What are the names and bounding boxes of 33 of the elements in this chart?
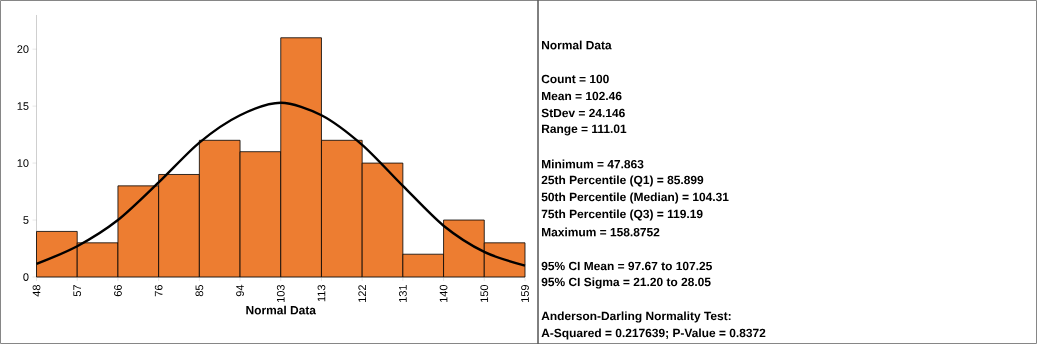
text: 25th Percentile (Q1) = 85.899 [541,175,704,187]
text: Normal Data [542,40,612,50]
text: Range = 111.01 [542,124,627,136]
x-tick-label: 159 [521,285,529,302]
text: Count = 100 [541,74,609,84]
x-tick-label: 150 [480,284,489,302]
text: 75th Percentile (Q3) = 119.19 [541,209,703,221]
x-tick-label: 113 [317,285,326,302]
y-tick-label: 10 [17,159,29,167]
x-tick-label: 66 [114,285,122,297]
x-tick-label: 131 [398,285,407,302]
x-tick-label: 94 [236,284,244,297]
text: Maximum = 158.8752 [542,227,660,237]
x-tick-label: 76 [154,285,163,297]
text: Mean = 102.46 [542,91,622,101]
text: Minimum = 47.863 [542,159,644,169]
x-tick-label: 103 [276,285,285,302]
x-axis-title: Normal Data [246,305,317,315]
y-tick-label: 20 [17,45,29,54]
y-tick-label: 5 [23,216,29,224]
text: A-Squared = 0.217639; P-Value = 0.8372 [541,328,766,340]
x-tick-label: 48 [32,285,41,297]
text: 50th Percentile (Median) = 104.31 [541,192,729,204]
y-tick-label: 15 [17,102,29,110]
x-tick-label: 140 [439,284,448,302]
text: Anderson-Darling Normality Test: [541,311,731,323]
x-tick-label: 57 [73,285,82,297]
y-tick-label: 0 [23,273,29,281]
x-tick-label: 85 [195,284,204,297]
text: 95% CI Mean = 97.67 to 107.25 [541,261,712,271]
x-tick-label: 122 [358,285,366,302]
text: 95% CI Sigma = 21.20 to 28.05 [541,277,711,289]
text: StDev = 24.146 [541,108,625,118]
